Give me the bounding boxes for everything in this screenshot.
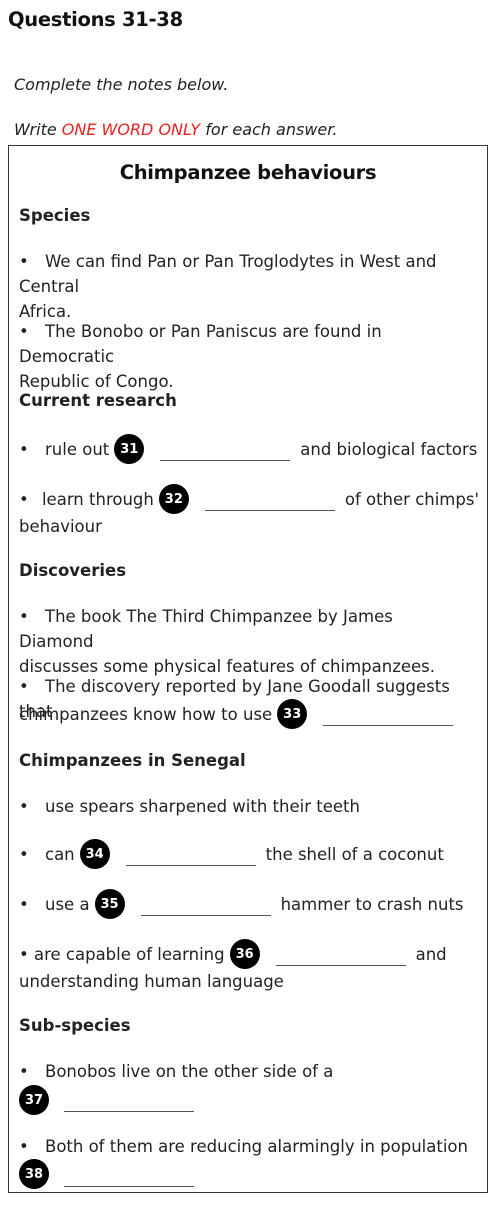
question-number-32: 32 — [158, 484, 189, 514]
species-bullet-1: • We can find Pan or Pan Troglodytes in W… — [19, 249, 471, 324]
question-number-36: 36 — [229, 939, 260, 969]
answer-blank-35[interactable] — [140, 893, 271, 916]
instruction-suffix: for each answer. — [200, 120, 338, 139]
answer-blank-34[interactable] — [125, 843, 256, 866]
discoveries-bullet-2: • The discovery reported by Jane Goodall … — [19, 674, 471, 724]
research-item-32: • learn through 32 of other chimps' — [19, 483, 479, 515]
notes-box: Chimpanzee behaviours Species • We can fi… — [8, 145, 488, 1193]
section-heading-current-research: Current research — [19, 391, 177, 410]
instruction-prefix: Write — [14, 120, 62, 139]
bullet-icon: • — [19, 844, 29, 864]
instruction-line-2: Write ONE WORD ONLY for each answer. — [14, 120, 337, 139]
question-number-38: 38 — [19, 1159, 49, 1189]
discoveries-bullet-1: • The book The Third Chimpanzee by James … — [19, 604, 471, 679]
bullet-icon: • — [19, 797, 29, 816]
answer-blank-32[interactable] — [204, 488, 335, 511]
question-number-31: 31 — [114, 434, 145, 464]
subspecies-bullet-2: • Both of them are reducing alarmingly in… — [19, 1134, 471, 1159]
section-heading-discoveries: Discoveries — [19, 561, 127, 580]
section-heading-subspecies: Sub-species — [19, 1016, 131, 1035]
senegal-item-35: • use a 35 hammer to crash nuts — [19, 888, 479, 920]
bullet-icon: • — [19, 252, 29, 271]
question-number-34: 34 — [79, 839, 110, 869]
research-item-31: • rule out 31 and biological factors — [19, 433, 479, 465]
bullet-icon: • — [19, 607, 29, 626]
bullet-icon: • — [19, 677, 29, 696]
subspecies-bullet-1: • Bonobos live on the other side of a — [19, 1059, 471, 1084]
bullet-icon: • — [19, 894, 29, 914]
answer-blank-38[interactable] — [64, 1186, 194, 1187]
page-heading: Questions 31-38 — [8, 8, 183, 31]
question-number-35: 35 — [94, 889, 125, 919]
bullet-icon: • — [19, 439, 29, 459]
bullet-icon: • — [19, 1062, 29, 1081]
question-number-37: 37 — [19, 1085, 49, 1115]
instruction-line-1: Complete the notes below. — [14, 75, 229, 94]
section-heading-species: Species — [19, 206, 91, 225]
senegal-bullet-1: • use spears sharpened with their teeth — [19, 794, 471, 819]
bullet-icon: • — [19, 1137, 29, 1156]
answer-blank-36[interactable] — [275, 943, 406, 966]
bullet-icon: • — [19, 944, 34, 964]
senegal-item-36: • are capable of learning 36 and — [19, 938, 479, 970]
answer-blank-33[interactable] — [323, 703, 454, 726]
word-limit-highlight: ONE WORD ONLY — [61, 120, 201, 139]
species-bullet-2: • The Bonobo or Pan Paniscus are found in… — [19, 319, 471, 394]
question-number-33: 33 — [277, 699, 308, 729]
senegal-item-34: • can 34 the shell of a coconut — [19, 838, 479, 870]
senegal-item-36-continued: understanding human language — [19, 972, 284, 991]
answer-blank-37[interactable] — [64, 1111, 194, 1112]
notes-title: Chimpanzee behaviours — [119, 161, 377, 184]
answer-blank-31[interactable] — [160, 438, 291, 461]
section-heading-senegal: Chimpanzees in Senegal — [19, 751, 246, 770]
bullet-icon: • — [19, 322, 29, 341]
bullet-icon: • — [19, 489, 29, 509]
discoveries-item-33: chimpanzees know how to use 33 — [19, 698, 479, 730]
research-item-32-continued: behaviour — [19, 517, 102, 536]
